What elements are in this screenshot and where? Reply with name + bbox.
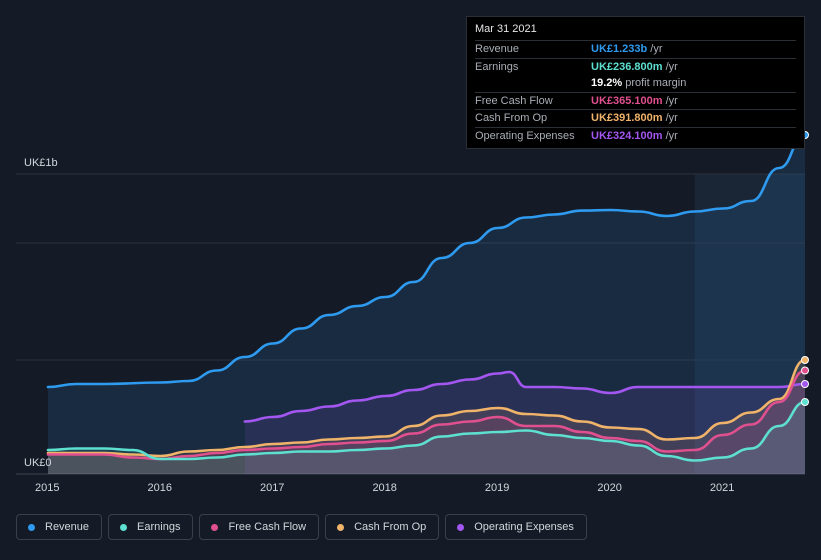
tooltip-unit: /yr [665,94,678,107]
legend-label: Earnings [137,521,181,533]
legend-label: Revenue [45,521,90,533]
y-axis-top-label: UK£1b [24,157,58,169]
cash-from-op-line [46,358,807,458]
free-cash-flow-line [46,369,807,461]
tooltip-value: UK£324.100m [591,129,663,142]
cash-from-op-area [48,360,805,474]
x-tick-label: 2020 [597,482,621,494]
tooltip-label: Earnings [475,60,519,73]
legend-item-operating-expenses[interactable]: Operating Expenses [445,514,587,540]
free-cash-flow-endpoint[interactable] [801,366,809,375]
legend-label: Free Cash Flow [228,521,307,533]
tooltip: Mar 31 2021 Revenue UK£1.233b/yr Earnings U… [466,16,805,149]
tooltip-label: Operating Expenses [475,129,575,142]
tooltip-row: Free Cash Flow UK£365.100m/yr [475,91,796,110]
tooltip-label: Cash From Op [475,112,548,124]
tooltip-unit: /yr [665,129,678,142]
legend-dot-icon [120,523,128,531]
legend-dot-icon [337,523,345,531]
operating-expenses-line [243,370,807,423]
x-tick-label: 2019 [485,482,509,494]
tooltip-value: UK£365.100m [591,94,663,107]
legend-label: Operating Expenses [474,521,574,533]
tooltip-date: Mar 31 2021 [475,23,537,35]
y-axis-bottom-label: UK£0 [24,457,52,469]
chart-areas [48,135,805,474]
tooltip-row: Cash From Op UK£391.800m/yr [475,109,796,127]
x-tick-label: 2017 [260,482,284,494]
tooltip-value: UK£391.800m [591,112,663,124]
x-axis: 2015 2016 2017 2018 2019 2020 2021 [35,482,734,494]
tooltip-unit: /yr [665,112,678,124]
tooltip-row: Earnings UK£236.800m/yr [475,57,796,76]
x-tick-label: 2015 [35,482,59,494]
x-tick-label: 2016 [147,482,171,494]
legend-item-revenue[interactable]: Revenue [16,514,103,540]
x-tick-label: 2021 [710,482,734,494]
legend-dot-icon [28,523,35,531]
free-cash-flow-area [48,370,805,474]
legend: Revenue Earnings Free Cash Flow Cash From O… [16,514,587,540]
tooltip-label: Free Cash Flow [475,94,553,107]
tooltip-row: Revenue UK£1.233b/yr [475,40,796,58]
revenue-area [48,135,805,474]
legend-label: Cash From Op [354,521,427,533]
tooltip-row: 19.2% profit margin [475,75,796,92]
chart-lines [46,131,809,462]
earnings-line [46,400,807,462]
cash-from-op-endpoint[interactable] [801,356,809,364]
tooltip-unit: profit margin [625,77,687,89]
tooltip-unit: /yr [665,60,678,73]
x-tick-label: 2018 [372,482,396,494]
legend-dot-icon [211,523,219,531]
tooltip-value: UK£236.800m [591,60,663,73]
legend-dot-icon [457,523,465,531]
tooltip-value: UK£1.233b [591,43,648,55]
tooltip-label [475,75,591,92]
revenue-line [46,133,807,389]
earnings-endpoint[interactable] [801,398,809,406]
chart: 2015 2016 2017 2018 2019 2020 2021 UK£1b UK£0 [16,131,809,494]
operating-expenses-endpoint[interactable] [801,380,809,388]
legend-item-earnings[interactable]: Earnings [108,514,194,540]
tooltip-value: 19.2% [591,77,623,89]
tooltip-label: Revenue [475,43,520,55]
legend-item-free-cash-flow[interactable]: Free Cash Flow [199,514,320,540]
tooltip-unit: /yr [650,43,663,55]
legend-item-cash-from-op[interactable]: Cash From Op [325,514,440,540]
tooltip-row: Operating Expenses UK£324.100m/yr [475,126,796,145]
